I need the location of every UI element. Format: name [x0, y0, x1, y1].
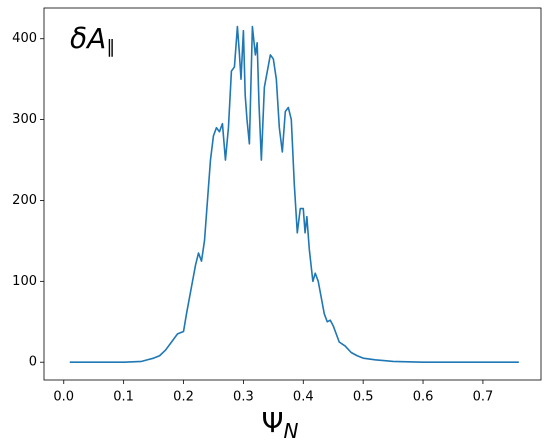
- y-tick-label: 0: [29, 355, 37, 370]
- x-label-sub: N: [284, 419, 299, 443]
- x-tick-label: 0.1: [113, 390, 134, 405]
- x-tick-label: 0.5: [353, 390, 374, 405]
- x-tick-label: 0.3: [233, 390, 254, 405]
- y-tick-label: 400: [12, 31, 37, 46]
- y-tick-label: 200: [12, 193, 37, 208]
- data-line: [69, 25, 519, 364]
- x-tick-label: 0.0: [53, 390, 74, 405]
- plot-frame: [43, 7, 542, 381]
- x-axis-label: ΨN: [261, 406, 298, 443]
- annotation: δA∥: [70, 22, 115, 58]
- annotation-sub: ∥: [106, 37, 115, 58]
- x-tick-label: 0.4: [293, 390, 314, 405]
- annotation-text: δA: [70, 22, 106, 55]
- y-tick-label: 100: [12, 274, 37, 289]
- y-tick-label: 300: [12, 112, 37, 127]
- x-tick-label: 0.2: [173, 390, 194, 405]
- x-tick-label: 0.6: [413, 390, 434, 405]
- x-label-text: Ψ: [261, 406, 283, 439]
- x-tick-label: 0.7: [473, 390, 494, 405]
